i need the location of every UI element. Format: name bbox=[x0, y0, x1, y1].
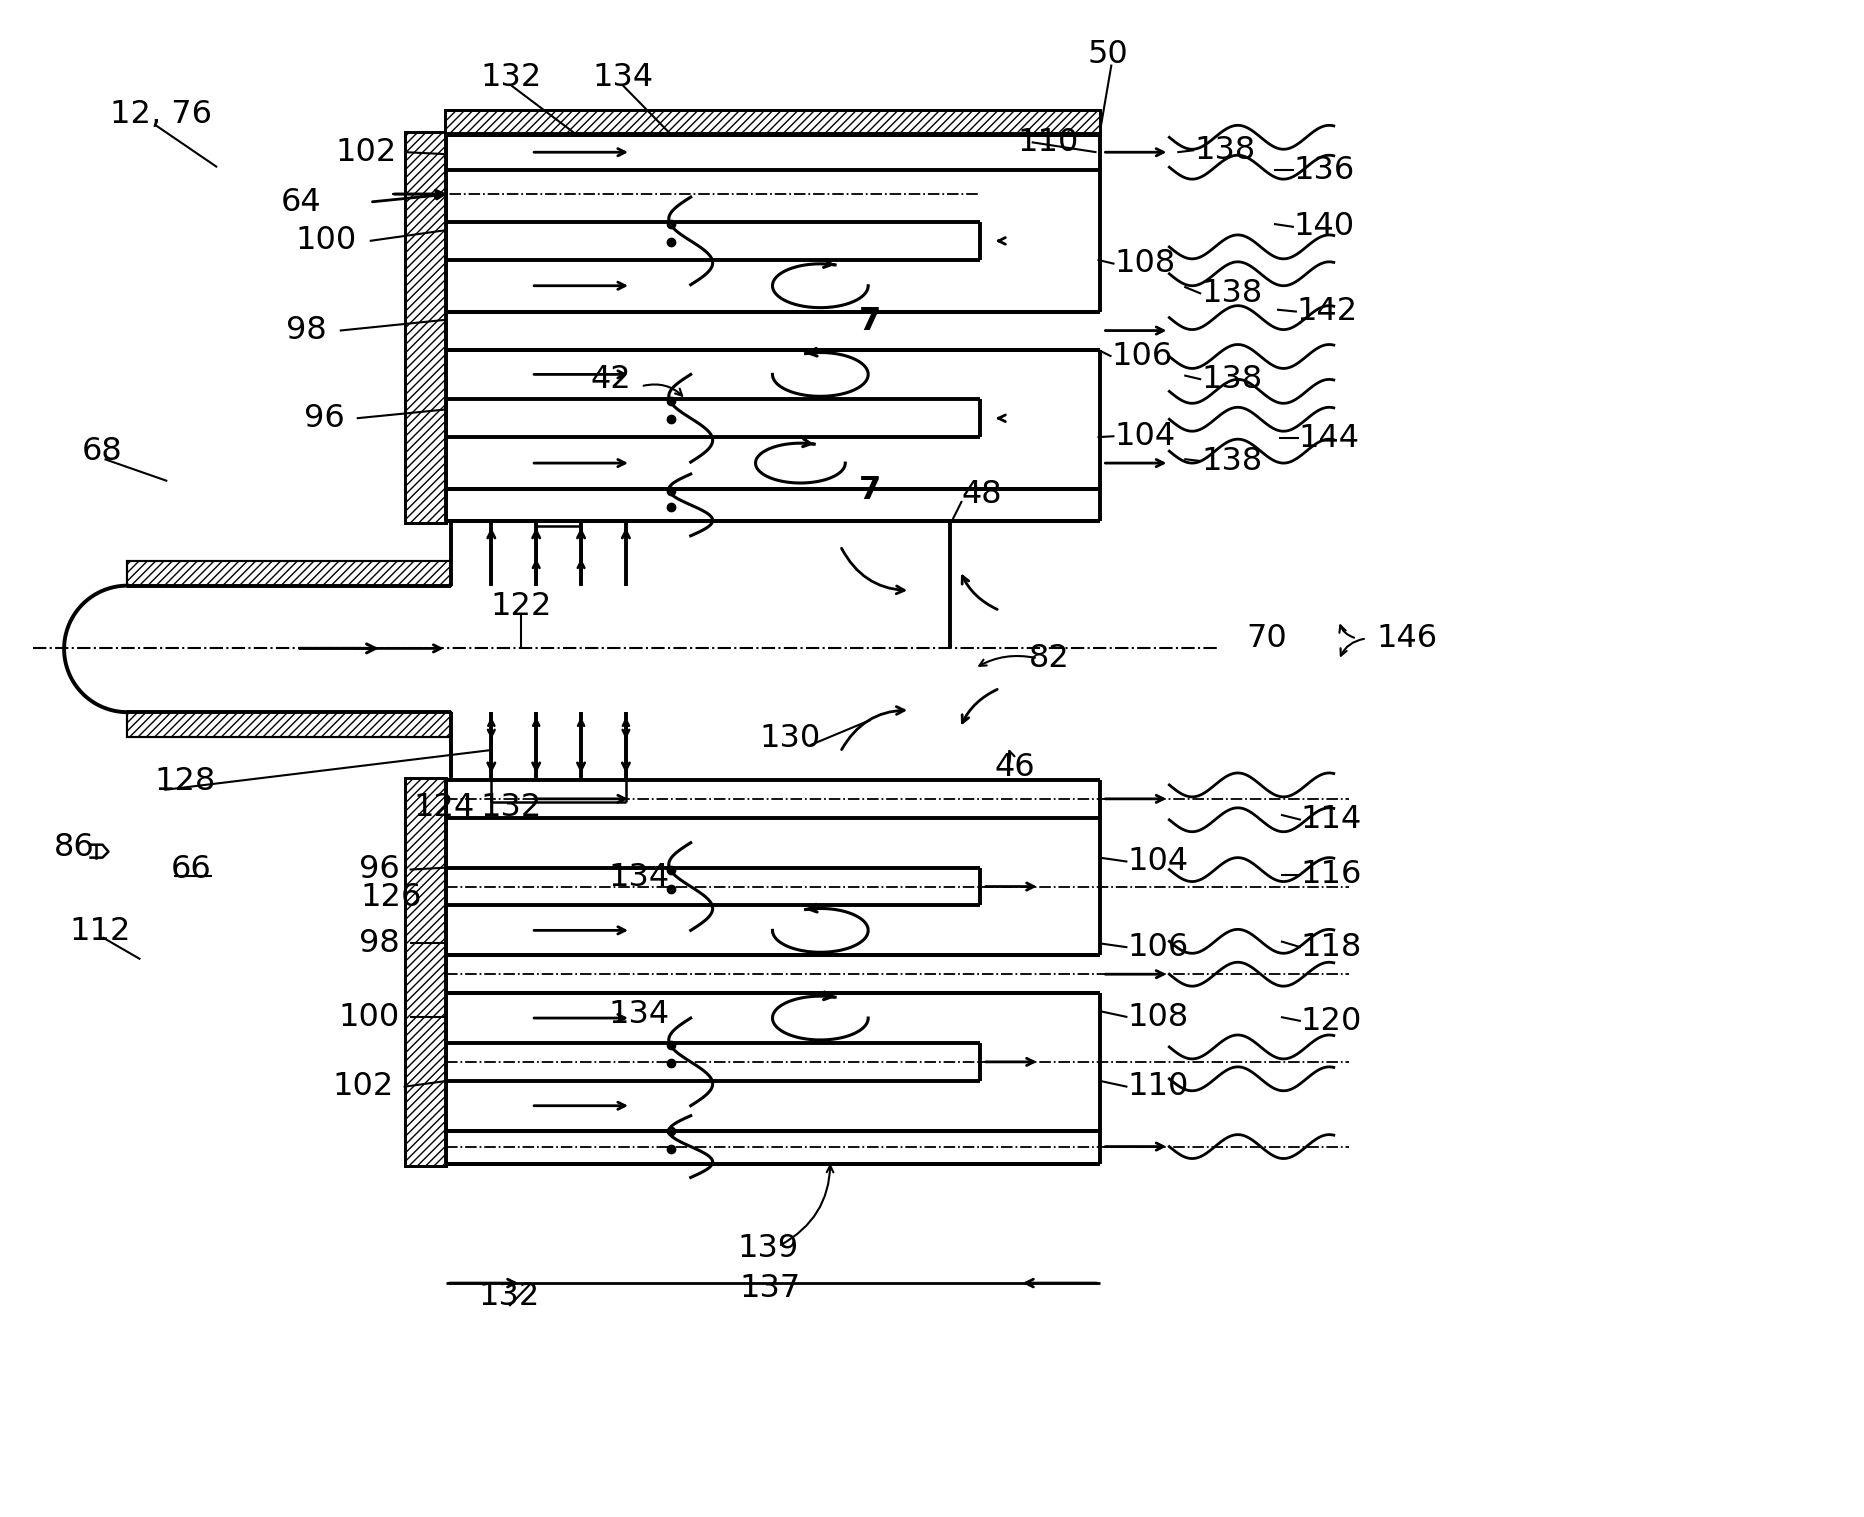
Text: 128: 128 bbox=[155, 766, 216, 798]
Text: 106: 106 bbox=[1111, 341, 1172, 372]
Bar bbox=[127, 711, 451, 737]
Text: 86: 86 bbox=[54, 833, 95, 863]
Text: 142: 142 bbox=[1295, 296, 1357, 328]
Bar bbox=[445, 111, 1100, 135]
Text: 96: 96 bbox=[304, 402, 345, 434]
Bar bbox=[404, 778, 445, 1165]
Text: 140: 140 bbox=[1294, 211, 1355, 243]
Text: 144: 144 bbox=[1297, 423, 1359, 454]
Text: 104: 104 bbox=[1115, 420, 1174, 452]
Text: 98: 98 bbox=[285, 316, 326, 346]
Text: 134: 134 bbox=[608, 862, 669, 894]
Text: 96: 96 bbox=[358, 854, 399, 884]
Text: 110: 110 bbox=[1128, 1071, 1187, 1103]
Bar bbox=[127, 711, 451, 737]
Bar bbox=[404, 132, 445, 523]
Text: 100: 100 bbox=[337, 1001, 399, 1033]
Text: 126: 126 bbox=[362, 881, 421, 913]
Bar bbox=[127, 561, 451, 586]
Text: 7: 7 bbox=[859, 475, 882, 507]
Text: 132: 132 bbox=[481, 792, 542, 824]
Text: 112: 112 bbox=[69, 916, 130, 947]
Text: 124: 124 bbox=[414, 792, 475, 824]
Text: 106: 106 bbox=[1128, 931, 1187, 963]
Text: 100: 100 bbox=[295, 226, 356, 256]
Bar bbox=[404, 778, 445, 1165]
Bar bbox=[127, 561, 451, 586]
Text: 134: 134 bbox=[608, 998, 669, 1030]
Text: 104: 104 bbox=[1128, 846, 1187, 877]
Text: 138: 138 bbox=[1193, 135, 1254, 165]
Text: 137: 137 bbox=[740, 1273, 802, 1303]
Text: 132: 132 bbox=[481, 62, 542, 93]
Text: 110: 110 bbox=[1018, 127, 1079, 158]
Text: 138: 138 bbox=[1200, 446, 1262, 476]
Text: 50: 50 bbox=[1087, 39, 1128, 70]
Text: 130: 130 bbox=[759, 722, 820, 754]
Text: 108: 108 bbox=[1128, 1001, 1187, 1033]
Text: 70: 70 bbox=[1245, 623, 1286, 654]
Text: 120: 120 bbox=[1301, 1006, 1361, 1036]
Text: 139: 139 bbox=[738, 1233, 798, 1264]
Text: 82: 82 bbox=[1029, 643, 1070, 674]
Text: 116: 116 bbox=[1301, 859, 1361, 890]
Text: 132: 132 bbox=[479, 1280, 541, 1312]
Text: 42: 42 bbox=[591, 364, 632, 394]
Text: 136: 136 bbox=[1294, 155, 1355, 185]
Text: 102: 102 bbox=[332, 1071, 393, 1103]
Text: 146: 146 bbox=[1376, 623, 1437, 654]
Text: 64: 64 bbox=[281, 187, 322, 217]
Text: 48: 48 bbox=[962, 479, 1003, 510]
Text: 7: 7 bbox=[859, 306, 882, 337]
Text: 68: 68 bbox=[82, 435, 123, 467]
Bar bbox=[445, 111, 1100, 135]
Text: 134: 134 bbox=[593, 62, 652, 93]
Text: 46: 46 bbox=[994, 752, 1035, 783]
Text: 118: 118 bbox=[1301, 931, 1361, 963]
Text: 12, 76: 12, 76 bbox=[110, 99, 212, 130]
Text: 108: 108 bbox=[1115, 249, 1174, 279]
Text: 122: 122 bbox=[490, 592, 552, 622]
Text: 138: 138 bbox=[1200, 278, 1262, 309]
Bar bbox=[404, 132, 445, 523]
Text: 98: 98 bbox=[358, 928, 399, 959]
Text: 102: 102 bbox=[336, 137, 397, 168]
Text: 66: 66 bbox=[170, 854, 211, 884]
Text: 138: 138 bbox=[1200, 364, 1262, 394]
Text: 114: 114 bbox=[1301, 804, 1361, 836]
